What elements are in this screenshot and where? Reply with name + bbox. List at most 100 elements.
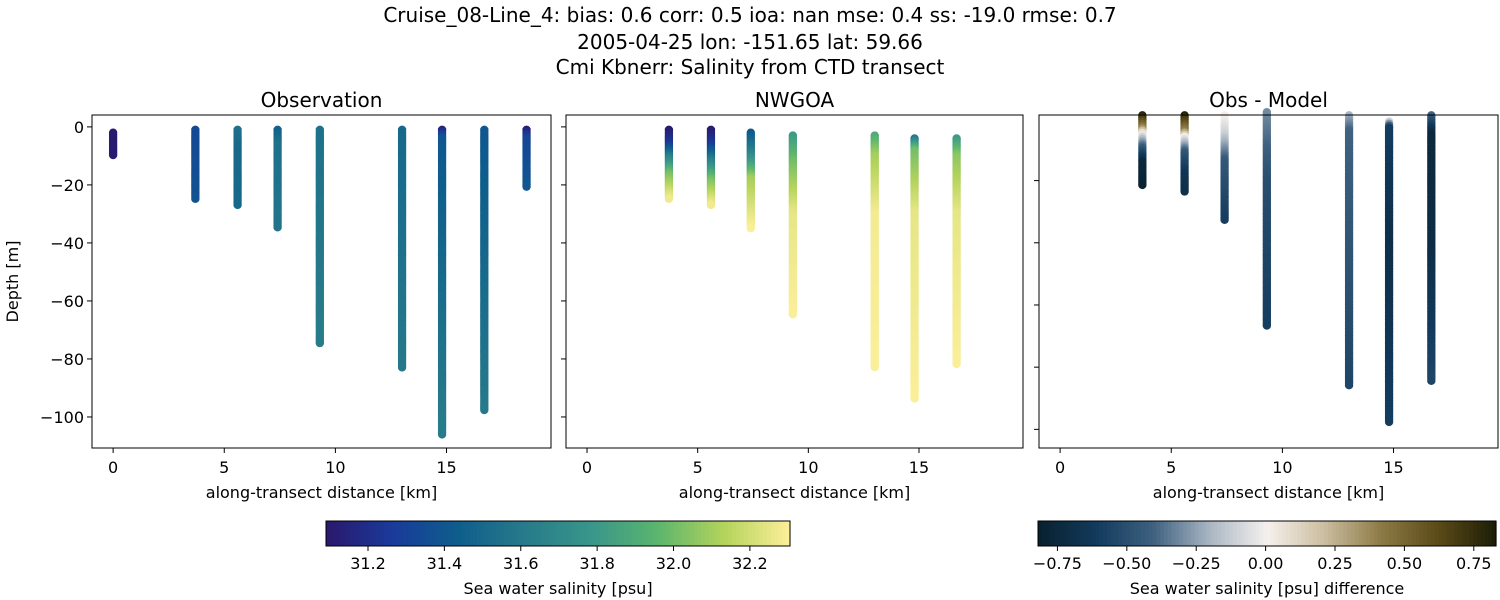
colorbar-swatch — [542, 521, 547, 546]
colorbar-tick-label: 31.8 — [579, 554, 615, 573]
colorbar-tick-label: 31.2 — [350, 554, 386, 573]
colorbar-swatch — [1148, 521, 1154, 546]
colorbar-swatch — [619, 521, 625, 546]
colorbar-swatch — [368, 521, 373, 546]
colorbar-swatch — [434, 521, 439, 546]
suptitle-line-2: 2005-04-25 lon: -151.65 lat: 59.66 — [577, 30, 923, 54]
data-point — [315, 338, 325, 348]
colorbar-swatch — [774, 521, 779, 546]
x-axis-label: along-transect distance [km] — [206, 483, 437, 502]
colorbar-swatch — [527, 521, 532, 546]
colorbar-swatch — [1190, 521, 1196, 546]
colorbar-swatch — [376, 521, 381, 546]
data-point — [1384, 417, 1394, 427]
profile-2 — [746, 128, 755, 233]
colorbar-swatch — [1225, 521, 1230, 546]
colorbar-swatch — [1492, 521, 1497, 546]
colorbar-swatch — [1060, 521, 1066, 546]
colorbar-swatch — [1076, 521, 1081, 546]
colorbar-swatch — [592, 521, 598, 546]
colorbar-tick-label: 31.4 — [427, 554, 463, 573]
y-tick-label: 0 — [74, 118, 84, 137]
colorbar-swatch — [1335, 521, 1341, 546]
colorbar-tick-label: 31.6 — [503, 554, 539, 573]
colorbar-swatch — [1392, 521, 1398, 546]
x-tick-label: 10 — [325, 458, 345, 477]
colorbar-swatch — [685, 521, 691, 546]
colorbar-swatch — [573, 521, 578, 546]
x-tick-label: 15 — [909, 458, 929, 477]
colorbar-swatch — [631, 521, 636, 546]
colorbar-swatch — [1194, 521, 1199, 546]
colorbar-swatch — [701, 521, 706, 546]
colorbar-swatch — [600, 521, 605, 546]
colorbar-swatch — [1263, 521, 1268, 546]
colorbar-swatch — [755, 521, 760, 546]
colorbar-swatch — [588, 521, 594, 546]
profile-1 — [191, 125, 200, 204]
colorbar-swatch — [391, 521, 397, 546]
x-tick-label: 5 — [693, 458, 703, 477]
colorbar-swatch — [1412, 521, 1417, 546]
colorbar-swatch — [1320, 521, 1325, 546]
colorbar-swatch — [1274, 521, 1280, 546]
profile-4 — [870, 131, 879, 372]
colorbar-swatch — [411, 521, 416, 546]
colorbar-swatch — [1404, 521, 1409, 546]
colorbar-swatch — [1106, 521, 1112, 546]
x-axis-label: along-transect distance [km] — [679, 483, 910, 502]
colorbar-swatch — [681, 521, 687, 546]
colorbar-swatch — [1366, 521, 1371, 546]
panel-title: Obs - Model — [1209, 88, 1328, 112]
profile-2 — [233, 125, 242, 210]
colorbar-swatch — [1301, 521, 1306, 546]
data-point — [233, 200, 242, 210]
colorbar-swatch — [786, 521, 791, 546]
colorbar-1 — [1038, 521, 1497, 546]
colorbar-swatch — [1038, 521, 1043, 546]
colorbar-swatch — [1312, 521, 1318, 546]
colorbar-swatch — [565, 521, 571, 546]
colorbar-swatch — [643, 521, 648, 546]
colorbar-0 — [326, 521, 791, 546]
colorbar-swatch — [1461, 521, 1467, 546]
y-axis-label: Depth [m] — [3, 241, 22, 323]
colorbar-swatch — [646, 521, 652, 546]
colorbar-swatch — [430, 521, 435, 546]
x-tick-label: 0 — [108, 458, 118, 477]
data-point — [952, 359, 961, 369]
colorbar-swatch — [1141, 521, 1146, 546]
colorbar-swatch — [341, 521, 346, 546]
colorbar-frame — [325, 520, 791, 547]
colorbar-swatch — [747, 521, 752, 546]
axes-frame — [565, 114, 1024, 449]
colorbar-swatch — [1297, 521, 1302, 546]
data-point — [1138, 180, 1147, 190]
colorbar-swatch — [1255, 521, 1260, 546]
data-point — [522, 182, 531, 191]
colorbar-swatch — [751, 521, 756, 546]
colorbar-swatch — [612, 521, 617, 546]
profile-0 — [1138, 111, 1147, 190]
colorbar-swatch — [1068, 521, 1073, 546]
colorbar-swatch — [1133, 521, 1138, 546]
colorbar-swatch — [519, 521, 524, 546]
colorbar-swatch — [507, 521, 513, 546]
colorbar-swatch — [326, 521, 331, 546]
data-point — [397, 363, 407, 372]
colorbar-swatch — [677, 521, 683, 546]
colorbar-swatch — [662, 521, 667, 546]
colorbar-swatch — [418, 521, 424, 546]
axes-frame — [91, 114, 552, 449]
colorbar-swatch — [1221, 521, 1226, 546]
colorbar-swatch — [1232, 521, 1238, 546]
colorbar-swatch — [720, 521, 725, 546]
data-point — [480, 405, 489, 415]
colorbar-swatch — [1473, 521, 1478, 546]
colorbar-swatch — [585, 521, 590, 546]
colorbar-swatch — [1434, 521, 1440, 546]
colorbar-swatch — [1454, 521, 1459, 546]
colorbar-swatch — [546, 521, 551, 546]
panel-2 — [1138, 108, 1436, 427]
colorbar-swatch — [1171, 521, 1176, 546]
